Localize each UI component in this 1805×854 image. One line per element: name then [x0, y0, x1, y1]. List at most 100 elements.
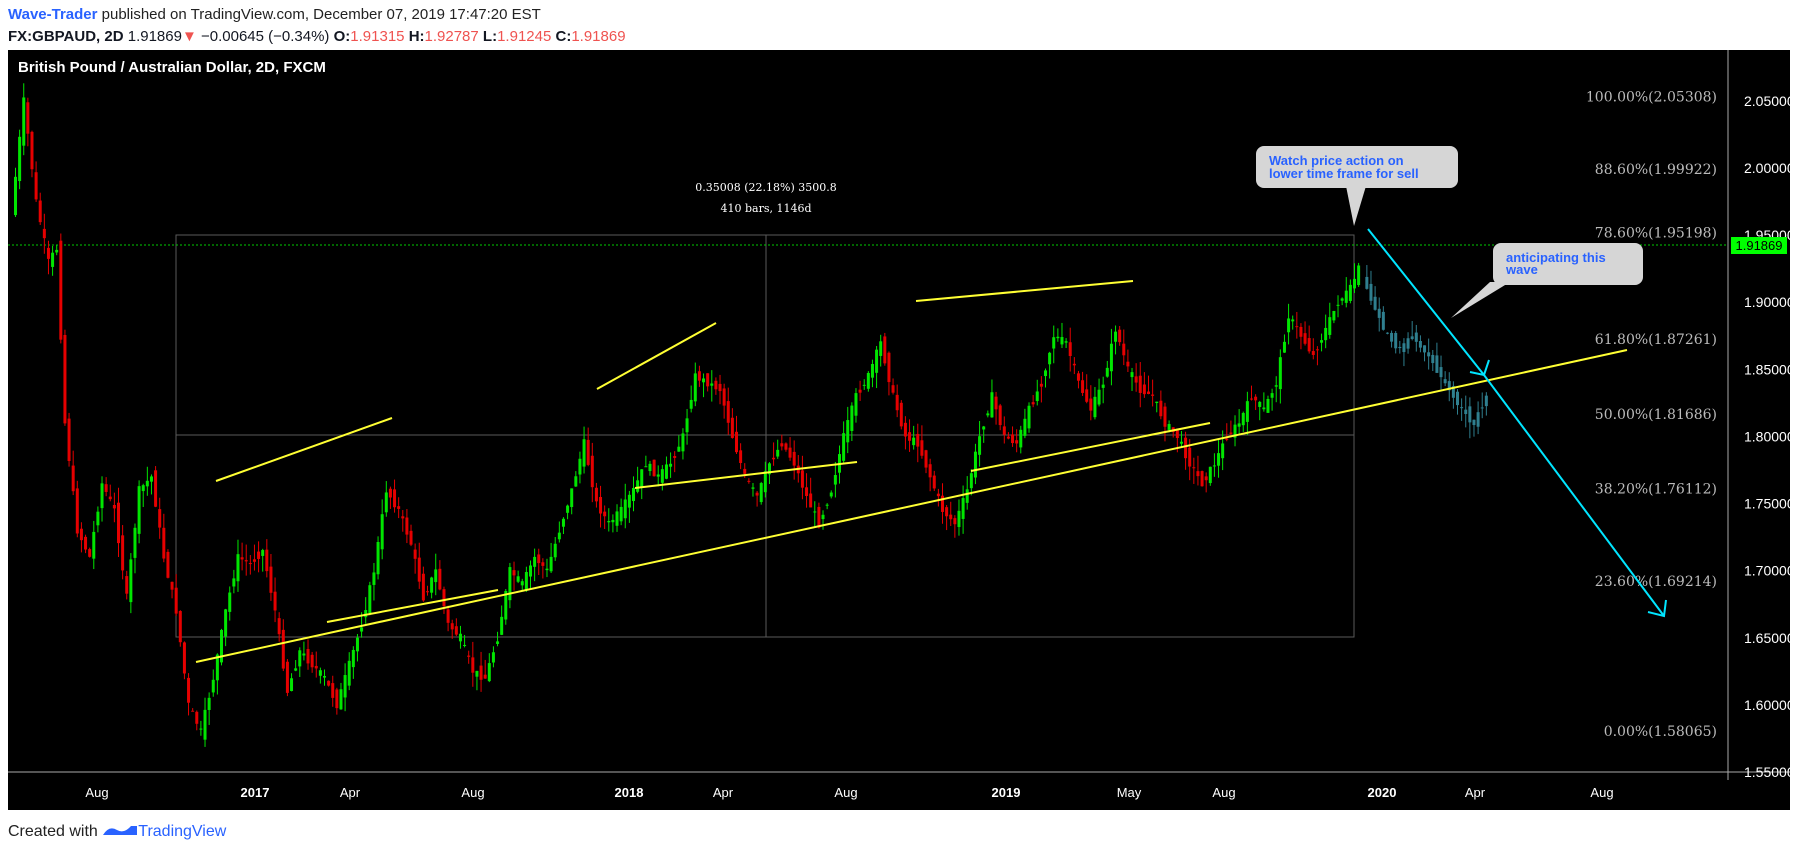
candle	[1076, 373, 1080, 381]
trendline-1-upper[interactable]	[215, 417, 393, 482]
candle	[211, 679, 215, 693]
time-axis[interactable]: Aug 2017 Apr Aug 2018 Apr Aug 2019 May Aug 2020 Apr…	[85, 785, 1613, 800]
candle	[483, 674, 487, 679]
candle	[417, 557, 421, 582]
main-support-trendline[interactable]	[195, 349, 1628, 663]
candle	[706, 373, 710, 387]
projection-candle	[1365, 276, 1369, 289]
candle	[141, 485, 145, 492]
candle	[714, 380, 718, 390]
measure-tool[interactable]: 0.35008 (22.18%) 3500.8 410 bars, 1146d	[175, 181, 1355, 638]
candle	[397, 506, 401, 509]
candle	[1175, 428, 1179, 439]
candle	[751, 487, 755, 489]
candle	[310, 654, 314, 668]
candle	[51, 252, 55, 267]
candle	[487, 663, 491, 682]
projection-candle	[1423, 345, 1427, 353]
candle	[265, 549, 269, 572]
candle	[339, 689, 343, 710]
projection-candle	[1410, 336, 1414, 340]
candle	[1031, 402, 1035, 405]
trendline-2-upper[interactable]	[596, 322, 717, 390]
candle	[360, 627, 364, 632]
candle	[850, 405, 854, 432]
x-tick-label: 2017	[241, 785, 270, 800]
candle	[1245, 401, 1249, 422]
candle	[1167, 424, 1171, 430]
candle	[273, 591, 277, 611]
candle	[1056, 336, 1060, 339]
candle	[767, 463, 771, 475]
candle	[990, 392, 994, 418]
projection-candle	[1418, 341, 1422, 348]
candle	[961, 498, 965, 519]
candle	[1262, 407, 1266, 410]
candle	[1217, 453, 1221, 466]
close-value: 1.91869	[571, 28, 626, 45]
candle	[252, 559, 256, 562]
candle	[669, 463, 673, 467]
candle	[112, 505, 116, 509]
candle	[125, 576, 129, 594]
candle	[578, 458, 582, 475]
candle	[409, 530, 413, 545]
candle	[697, 371, 701, 381]
candle	[1192, 467, 1196, 469]
footer-brand[interactable]: TradingView	[138, 823, 227, 840]
candle	[636, 480, 640, 492]
candle	[978, 436, 982, 455]
candle	[813, 511, 817, 513]
candle	[718, 383, 722, 392]
candle	[1299, 326, 1303, 337]
y-tick-label: 1.60000	[1744, 697, 1795, 713]
candle	[755, 492, 759, 496]
trendlines[interactable]	[195, 280, 1628, 663]
candle	[306, 649, 310, 664]
trendline-3-lower[interactable]	[970, 422, 1211, 472]
candle	[1307, 338, 1311, 352]
candle	[174, 587, 178, 614]
candle	[26, 102, 30, 134]
candle	[1340, 298, 1344, 301]
candle	[1015, 440, 1019, 444]
candle	[920, 440, 924, 456]
projection-candle	[1406, 338, 1410, 349]
candle	[1089, 398, 1093, 411]
chart-title: British Pound / Australian Dollar, 2D, F…	[18, 59, 326, 76]
candle	[1221, 443, 1225, 459]
candle	[401, 516, 405, 519]
candle	[1291, 319, 1295, 322]
candle	[895, 394, 899, 411]
candle	[14, 176, 17, 216]
candle	[533, 556, 537, 567]
candle	[67, 418, 71, 461]
candle	[458, 633, 462, 642]
trendline-2-lower[interactable]	[634, 461, 858, 489]
candle	[248, 563, 252, 565]
candle	[240, 557, 244, 560]
projection-candle	[1398, 346, 1402, 349]
candle	[1212, 465, 1216, 467]
trendline-1-lower[interactable]	[326, 589, 499, 623]
x-tick-label: 2019	[992, 785, 1021, 800]
candle	[866, 372, 870, 389]
price-change: −0.00645 (−0.34%)	[201, 28, 330, 45]
callout-watch-price[interactable]: Watch price action on lower time frame f…	[1256, 146, 1458, 226]
candle	[689, 399, 693, 409]
candle	[269, 566, 273, 593]
candle	[1109, 343, 1113, 372]
candle	[891, 385, 895, 393]
projection-arrow[interactable]	[1367, 228, 1667, 618]
candle	[524, 572, 528, 591]
candle	[632, 488, 635, 502]
candle	[566, 505, 570, 513]
trendline-3-upper[interactable]	[915, 280, 1134, 302]
price-chart[interactable]: British Pound / Australian Dollar, 2D, F…	[0, 50, 1805, 810]
author-link[interactable]: Wave-Trader	[8, 6, 98, 23]
candle	[800, 470, 804, 488]
candle	[1085, 389, 1089, 402]
callout-anticipating[interactable]: anticipating this wave	[1451, 243, 1643, 318]
candle	[1060, 337, 1064, 345]
y-tick-label: 1.85000	[1744, 361, 1795, 377]
